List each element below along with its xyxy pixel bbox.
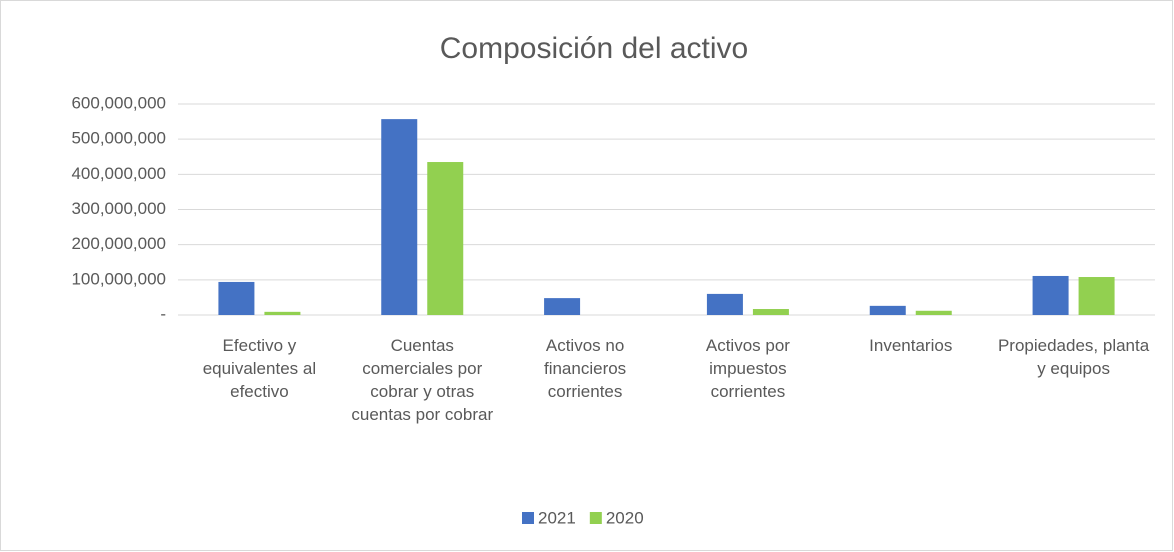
bar <box>427 162 464 315</box>
x-tick-label: Efectivo y equivalentes al efectivo <box>202 336 317 401</box>
bar <box>381 119 418 315</box>
x-tick-label: Activos por impuestos corrientes <box>705 336 790 401</box>
y-tick-label: 600,000,000 <box>71 93 166 112</box>
y-tick-label: 400,000,000 <box>71 164 166 183</box>
y-tick-label: 300,000,000 <box>71 199 166 218</box>
bar <box>1078 277 1115 315</box>
y-tick-label: 200,000,000 <box>71 234 166 253</box>
legend-swatch <box>589 512 602 524</box>
legend-label: 2020 <box>606 508 644 527</box>
x-tick-label: Propiedades, planta y equipos <box>997 336 1150 378</box>
legend-label: 2021 <box>538 508 576 527</box>
y-tick-label: 100,000,000 <box>71 269 166 288</box>
bar <box>264 311 301 315</box>
bar <box>1032 275 1069 315</box>
bar <box>752 309 789 315</box>
x-tick-label: Inventarios <box>869 336 953 355</box>
x-tick-label: Activos no financieros corrientes <box>543 336 627 401</box>
bar <box>869 305 906 315</box>
chart-title: Composición del activo <box>440 32 748 65</box>
bar <box>915 310 952 315</box>
legend-swatch <box>522 512 534 524</box>
bar <box>544 298 581 315</box>
y-tick-label: - <box>160 304 166 323</box>
x-tick-label: Cuentas comerciales por cobrar y otras c… <box>351 336 494 424</box>
bar <box>218 281 255 315</box>
y-tick-label: 500,000,000 <box>71 129 166 148</box>
bar <box>706 293 743 315</box>
